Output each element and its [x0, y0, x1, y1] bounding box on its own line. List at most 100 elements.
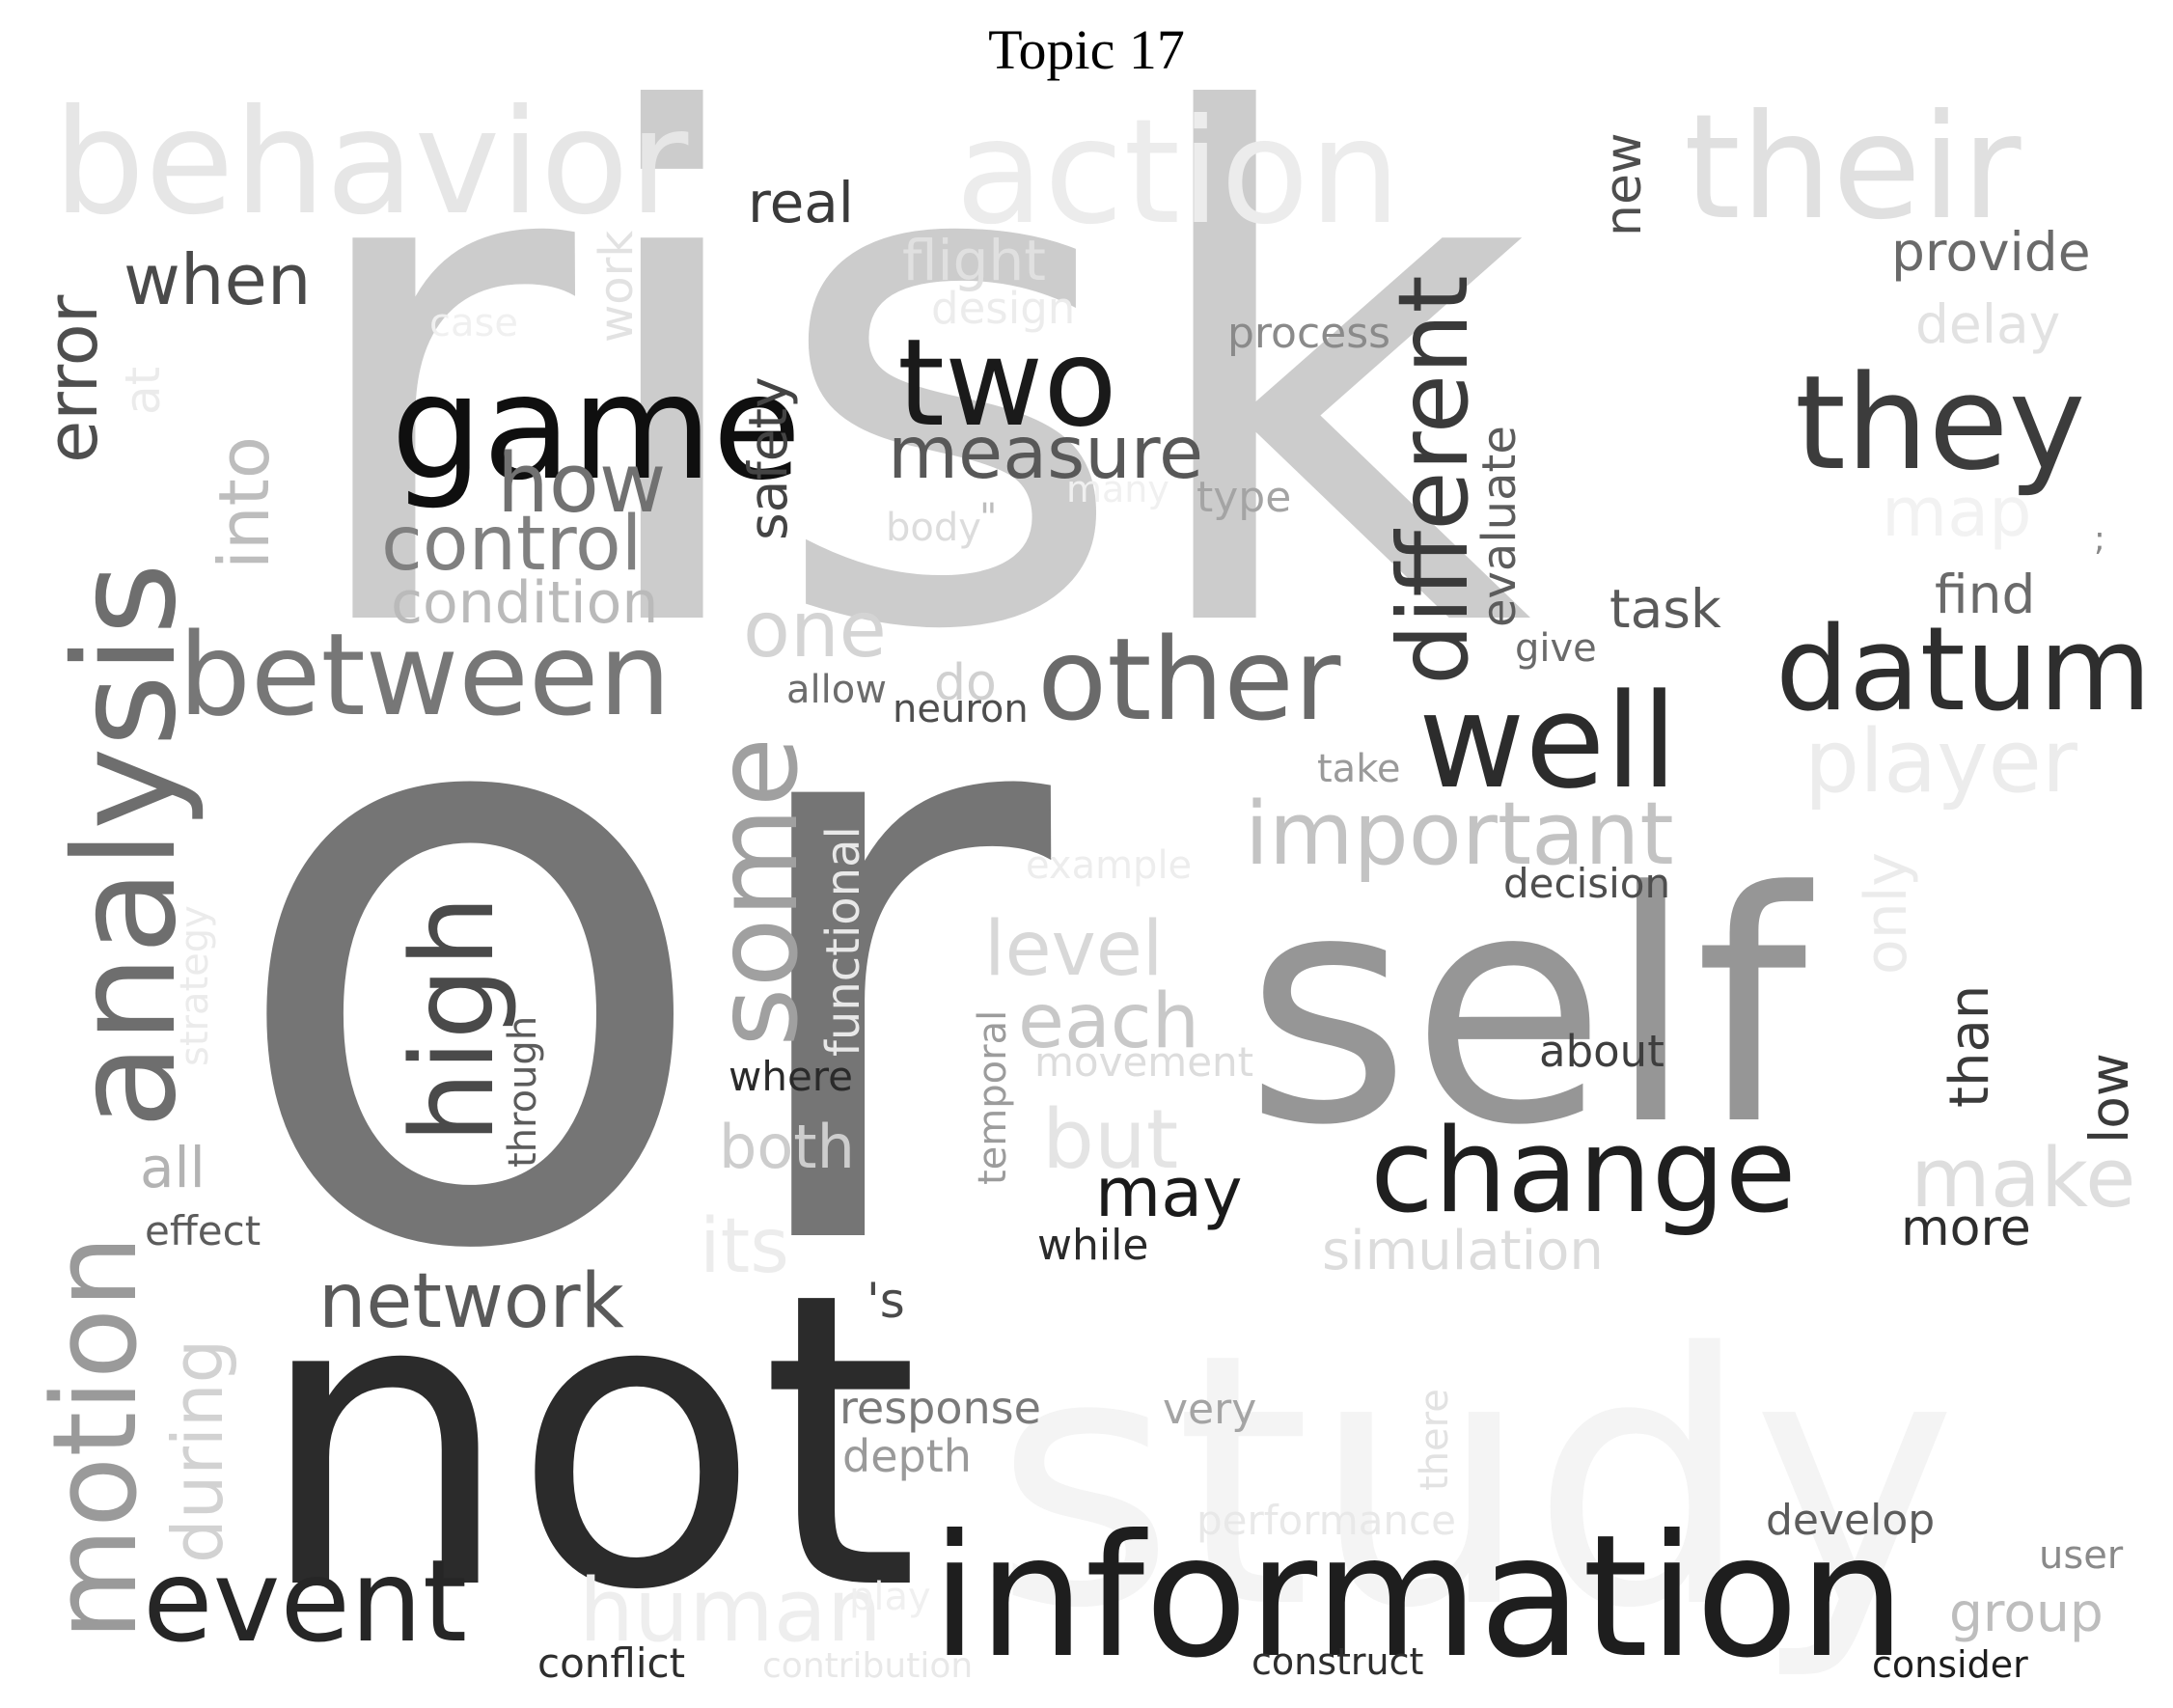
word-behavior: behavior [53, 79, 689, 247]
word-work: work [590, 231, 644, 343]
word-game: game [391, 344, 802, 512]
word-delay: delay [1915, 293, 2060, 355]
word-level: level [984, 906, 1163, 993]
word-depth: depth [842, 1430, 972, 1482]
word-very: very [1163, 1385, 1256, 1434]
word-about: about [1539, 1026, 1664, 1077]
word-event: event [143, 1534, 467, 1667]
word-two: two [897, 314, 1117, 454]
word-example: example [1026, 843, 1192, 888]
word-measure: measure [888, 410, 1203, 495]
word-only: only [1853, 852, 1920, 975]
word-where: where [729, 1053, 853, 1100]
word-its: its [700, 1203, 789, 1290]
word-their: their [1684, 84, 2022, 252]
word-study: study [994, 1280, 1957, 1684]
word-design: design [931, 283, 1075, 334]
word-than: than [1939, 985, 2001, 1108]
word-while: while [1037, 1221, 1148, 1270]
word-each: each [1018, 978, 1199, 1065]
word-well: well [1418, 666, 1677, 817]
word-new: new [1595, 133, 1653, 236]
word-temporal: temporal [971, 1010, 1015, 1185]
word-conflict: conflict [537, 1639, 685, 1687]
word-give: give [1515, 626, 1597, 671]
word-when: when [124, 239, 311, 320]
word-action: action [955, 89, 1401, 257]
word-human: human [579, 1560, 882, 1662]
word-task: task [1609, 578, 1721, 640]
word-symbol-97: " [979, 496, 997, 540]
word-make: make [1911, 1131, 2135, 1226]
word-decision: decision [1503, 860, 1670, 907]
word-error: error [32, 294, 113, 463]
word-process: process [1227, 309, 1390, 358]
word-or: or [222, 483, 1059, 1427]
word-high: high [386, 895, 519, 1143]
word-important: important [1245, 784, 1674, 885]
word-symbol-59: ; [2094, 520, 2105, 559]
word-network: network [318, 1258, 624, 1345]
word-they: they [1795, 347, 2085, 499]
word-develop: develop [1766, 1496, 1935, 1545]
word-at: at [115, 367, 171, 415]
word-neuron: neuron [893, 687, 1029, 731]
word-different: different [1377, 275, 1490, 685]
word-do: do [934, 654, 997, 712]
word-other: other [1037, 613, 1341, 746]
word-strategy: strategy [173, 905, 217, 1066]
word-s: 's [866, 1273, 905, 1329]
word-evaluate: evaluate [1472, 426, 1527, 627]
word-self: self [1245, 824, 1814, 1195]
word-allow: allow [786, 668, 887, 712]
word-case: case [429, 301, 518, 345]
word-play: play [849, 1575, 931, 1619]
word-more: more [1901, 1199, 2031, 1257]
word-but: but [1042, 1092, 1178, 1188]
chart-title: Topic 17 [988, 18, 1185, 81]
word-movement: movement [1034, 1038, 1253, 1086]
word-risk: risk [289, 0, 1532, 782]
word-symbol-98: : [1028, 517, 1054, 607]
word-there: there [1413, 1389, 1457, 1491]
word-construct: construct [1252, 1640, 1423, 1683]
word-control: control [381, 501, 642, 588]
word-between: between [179, 608, 671, 741]
word-one: one [743, 585, 887, 675]
word-functional: functional [816, 826, 870, 1057]
word-during: during [157, 1339, 238, 1563]
word-user: user [2039, 1533, 2124, 1578]
word-into: into [204, 436, 285, 569]
word-find: find [1935, 564, 2035, 625]
word-information: information [931, 1500, 1906, 1695]
word-flight: flight [902, 228, 1046, 293]
word-many: many [1066, 468, 1169, 510]
word-motion: motion [29, 1235, 163, 1640]
word-low: low [2078, 1053, 2140, 1143]
word-condition: condition [391, 569, 658, 637]
word-both: both [719, 1112, 855, 1182]
word-datum: datum [1775, 603, 2152, 737]
word-provide: provide [1891, 221, 2091, 283]
word-may: may [1095, 1153, 1243, 1232]
word-group: group [1949, 1582, 2104, 1643]
word-response: response [839, 1382, 1041, 1434]
word-safety: safety [737, 376, 799, 540]
word-change: change [1370, 1105, 1797, 1239]
word-body: body [886, 506, 981, 550]
word-take: take [1317, 747, 1401, 791]
word-effect: effect [145, 1207, 261, 1254]
word-how: how [497, 436, 666, 532]
word-consider: consider [1872, 1643, 2028, 1686]
word-analysis: analysis [44, 563, 207, 1129]
word-all: all [140, 1135, 206, 1200]
word-contribution: contribution [762, 1646, 973, 1686]
word-not: not [256, 1207, 920, 1679]
word-map: map [1882, 473, 2032, 552]
word-real: real [748, 170, 854, 235]
word-through: through [501, 1016, 545, 1168]
word-some: some [690, 737, 823, 1047]
word-performance: performance [1197, 1497, 1456, 1544]
